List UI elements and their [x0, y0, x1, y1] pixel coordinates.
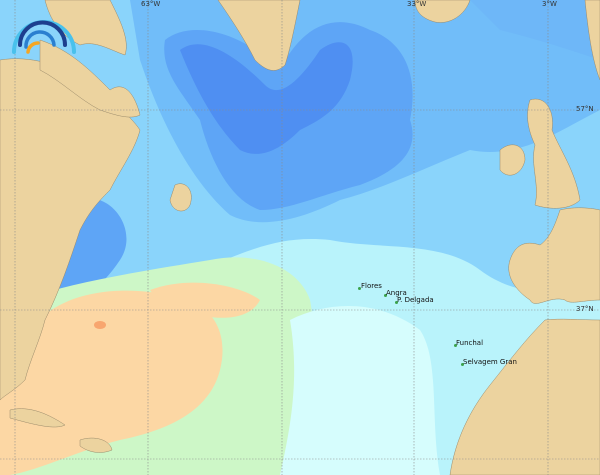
land-labrador [39, 39, 141, 118]
place-label-selvagem-grande[interactable]: Selvagem Gran [463, 358, 517, 366]
place-label-flores[interactable]: Flores [361, 282, 382, 290]
warm-spot [94, 321, 106, 329]
land-africa [449, 318, 600, 475]
land-hispaniola [79, 437, 113, 453]
land-newfoundland [169, 183, 192, 212]
land-cuba [9, 408, 66, 428]
station-marker[interactable] [384, 294, 387, 297]
station-marker[interactable] [358, 287, 361, 290]
land-greenland [217, 0, 301, 71]
lon-label: 63°W [141, 0, 161, 8]
station-marker[interactable] [461, 363, 464, 366]
lat-label: 57°N [576, 105, 594, 113]
land-europe [508, 207, 600, 304]
land-ireland [499, 144, 526, 176]
station-marker[interactable] [454, 344, 457, 347]
land-britain [527, 98, 581, 209]
zone-pale-east [280, 306, 440, 475]
place-label-ponta-delgada[interactable]: P. Delgada [397, 296, 434, 304]
zone-blue-ne [470, 0, 600, 60]
land-iceland [414, 0, 471, 23]
lon-label: 33°W [407, 0, 427, 8]
wave-arcs-logo-icon [12, 20, 76, 54]
lon-label: 3°W [542, 0, 557, 8]
zone-deep-blue [180, 42, 353, 154]
place-label-angra[interactable]: Angra [386, 289, 407, 297]
zone-orange [0, 290, 223, 475]
zone-orange-2 [150, 282, 260, 318]
lat-label: 37°N [576, 305, 594, 313]
station-marker[interactable] [395, 301, 398, 304]
place-label-funchal[interactable]: Funchal [456, 339, 484, 347]
